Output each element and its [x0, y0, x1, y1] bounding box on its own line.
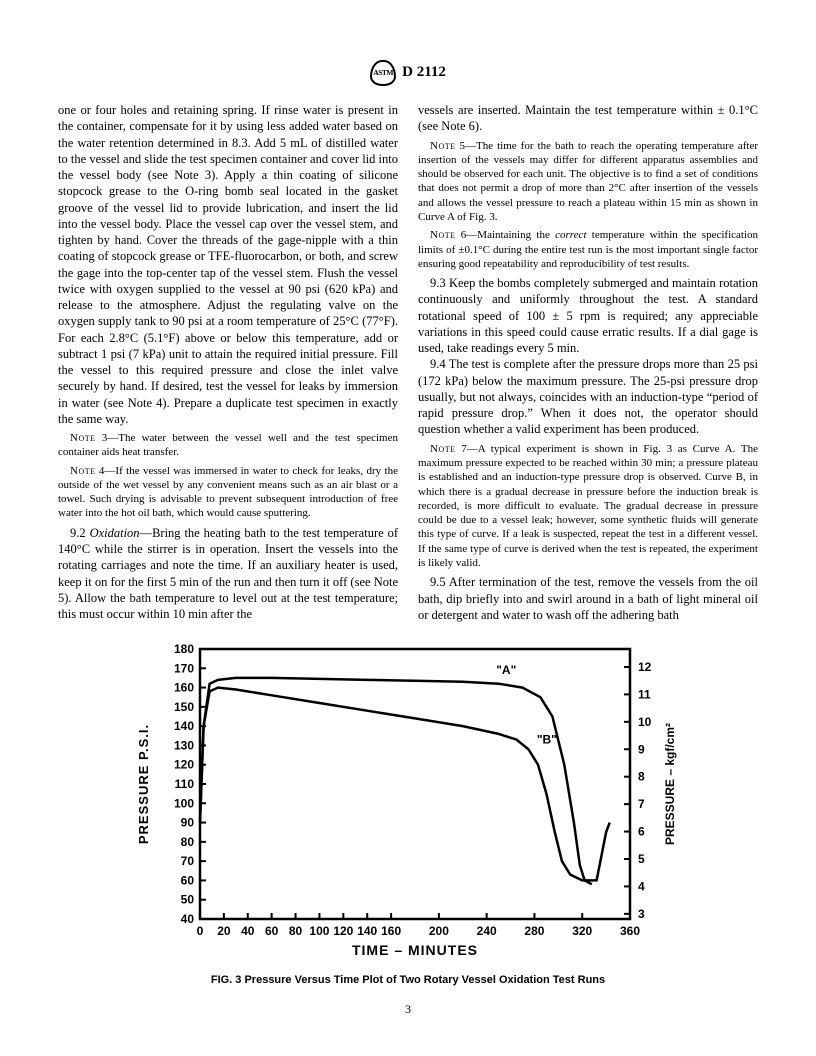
two-column-body: one or four holes and retaining spring. … [58, 102, 758, 623]
svg-text:120: 120 [174, 758, 194, 772]
svg-text:80: 80 [181, 835, 195, 849]
page-header: ASTM D 2112 [58, 60, 758, 86]
svg-text:12: 12 [638, 660, 652, 674]
figure-3: 4050607080901001101201301401501601701803… [58, 637, 758, 988]
note-4: Note 4—If the vessel was immersed in wat… [58, 464, 398, 521]
note-label: Note [70, 432, 96, 444]
para-9-3: 9.3 Keep the bombs completely submerged … [418, 275, 758, 356]
para-9-4: 9.4 The test is complete after the press… [418, 356, 758, 437]
page-number: 3 [58, 1002, 758, 1018]
svg-text:100: 100 [174, 796, 194, 810]
svg-text:120: 120 [333, 924, 353, 938]
svg-text:TIME – MINUTES: TIME – MINUTES [352, 942, 478, 958]
svg-text:90: 90 [181, 816, 195, 830]
svg-text:160: 160 [381, 924, 401, 938]
para-9-5: 9.5 After termination of the test, remov… [418, 574, 758, 623]
para-9-2: 9.2 Oxidation—Bring the heating bath to … [58, 525, 398, 623]
svg-text:80: 80 [289, 924, 303, 938]
svg-text:100: 100 [309, 924, 329, 938]
note-7: Note 7—A typical experiment is shown in … [418, 442, 758, 571]
note-label: Note [430, 140, 456, 152]
note-3: Note 3—The water between the vessel well… [58, 431, 398, 460]
svg-text:PRESSURE – kgf/cm²: PRESSURE – kgf/cm² [663, 723, 677, 845]
svg-text:180: 180 [174, 642, 194, 656]
svg-text:20: 20 [217, 924, 231, 938]
svg-text:360: 360 [620, 924, 640, 938]
svg-text:240: 240 [477, 924, 497, 938]
note-label: Note [430, 443, 456, 455]
astm-logo: ASTM [370, 60, 396, 86]
svg-text:5: 5 [638, 852, 645, 866]
note-5: Note 5—The time for the bath to reach th… [418, 139, 758, 225]
svg-text:40: 40 [241, 924, 255, 938]
svg-text:4: 4 [638, 880, 645, 894]
svg-text:140: 140 [174, 719, 194, 733]
svg-text:6: 6 [638, 825, 645, 839]
svg-text:8: 8 [638, 770, 645, 784]
para-9-2-cont: vessels are inserted. Maintain the test … [418, 102, 758, 135]
note-label: Note [430, 229, 456, 241]
svg-text:0: 0 [197, 924, 204, 938]
svg-text:140: 140 [357, 924, 377, 938]
svg-text:9: 9 [638, 742, 645, 756]
svg-text:10: 10 [638, 715, 652, 729]
svg-text:280: 280 [524, 924, 544, 938]
svg-text:60: 60 [265, 924, 279, 938]
svg-text:7: 7 [638, 797, 645, 811]
pressure-time-chart: 4050607080901001101201301401501601701803… [128, 637, 688, 967]
standard-number: D 2112 [402, 63, 446, 83]
svg-text:40: 40 [181, 912, 195, 926]
figure-caption: FIG. 3 Pressure Versus Time Plot of Two … [58, 973, 758, 987]
svg-text:200: 200 [429, 924, 449, 938]
svg-text:"A": "A" [496, 663, 516, 677]
svg-text:160: 160 [174, 681, 194, 695]
svg-text:11: 11 [638, 687, 651, 701]
svg-text:3: 3 [638, 907, 645, 921]
svg-text:110: 110 [175, 777, 195, 791]
svg-text:170: 170 [174, 661, 194, 675]
svg-text:"B": "B" [537, 733, 557, 747]
svg-text:70: 70 [181, 854, 195, 868]
note-label: Note [70, 465, 96, 477]
para-9-1-cont: one or four holes and retaining spring. … [58, 102, 398, 427]
svg-text:50: 50 [181, 893, 195, 907]
note-6: Note 6—Maintaining the correct temperatu… [418, 228, 758, 271]
svg-text:150: 150 [174, 700, 194, 714]
svg-text:PRESSURE P.S.I.: PRESSURE P.S.I. [136, 724, 151, 844]
svg-text:130: 130 [174, 739, 194, 753]
svg-text:60: 60 [181, 874, 195, 888]
svg-text:320: 320 [572, 924, 592, 938]
